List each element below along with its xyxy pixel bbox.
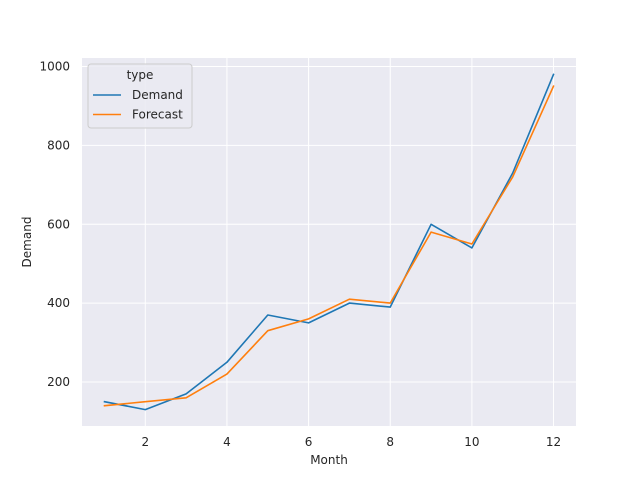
legend-box bbox=[87, 63, 193, 129]
x-tick-label: 12 bbox=[546, 435, 561, 449]
series-lines bbox=[103, 73, 555, 411]
y-tick-label: 600 bbox=[47, 217, 70, 231]
x-tick-label: 8 bbox=[386, 435, 394, 449]
y-tick-label: 800 bbox=[47, 138, 70, 152]
legend-items: Demand Forecast bbox=[93, 88, 183, 122]
x-tick-label: 4 bbox=[223, 435, 231, 449]
axis-ticks: 2 4 6 8 10 12 200 400 600 800 1000 bbox=[39, 59, 561, 449]
series-line-demand bbox=[103, 73, 555, 411]
y-tick-label: 1000 bbox=[39, 59, 70, 73]
legend-label: Demand bbox=[132, 88, 183, 102]
legend-label: Forecast bbox=[132, 108, 183, 122]
series-line-forecast bbox=[103, 85, 555, 407]
x-axis-label: Month bbox=[310, 453, 348, 467]
y-axis-label: Demand bbox=[20, 217, 34, 268]
y-tick-label: 400 bbox=[47, 296, 70, 310]
grid-lines bbox=[82, 58, 576, 426]
x-tick-label: 10 bbox=[464, 435, 479, 449]
legend: type Demand Forecast bbox=[87, 63, 193, 129]
y-tick-label: 200 bbox=[47, 375, 70, 389]
x-tick-label: 6 bbox=[305, 435, 313, 449]
legend-title: type bbox=[127, 68, 154, 82]
x-tick-label: 2 bbox=[141, 435, 149, 449]
